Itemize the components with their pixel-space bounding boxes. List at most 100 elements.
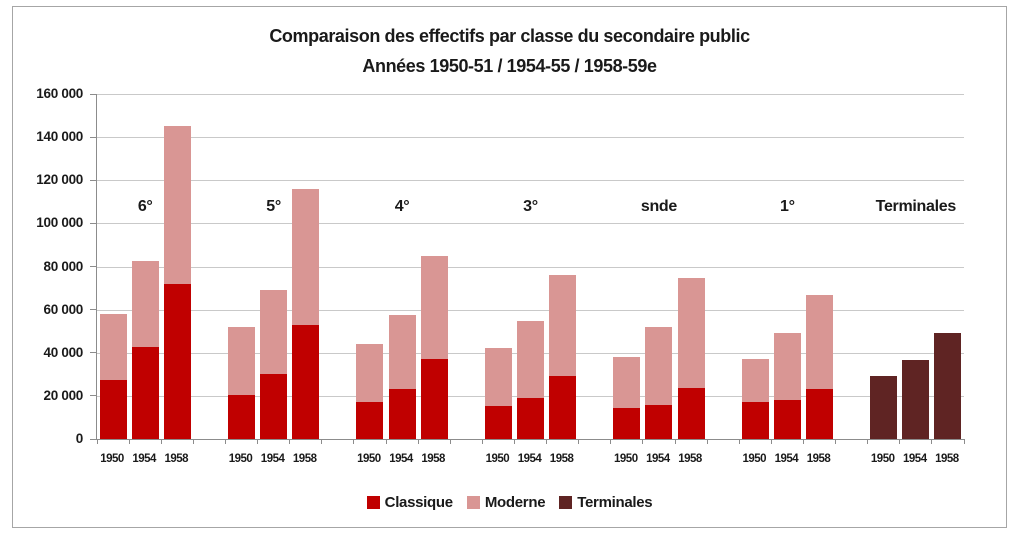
x-axis-tick-mark [96,439,98,444]
x-axis-tick-mark [481,439,483,444]
bar-segment-classique [645,404,673,439]
bar-segment-moderne [420,255,448,360]
legend-item-Classique: Classique [366,494,453,511]
x-axis-tick-mark [321,439,323,444]
bar-segment-moderne [388,315,416,390]
bar-4°-1958 [420,255,448,439]
x-tick-label: 1958 [164,453,189,465]
bar-segment-classique [131,347,159,439]
y-axis-tick-label: 0 [75,431,84,446]
y-axis-tick-mark [90,266,96,267]
x-tick-label: 1950 [100,453,124,465]
x-axis-tick-mark [674,439,676,444]
x-axis-tick-mark [257,439,259,444]
legend-label: Classique [384,494,453,511]
bar-segment-classique [549,376,577,439]
gridline [97,180,964,182]
bar-segment-terminales [902,360,930,439]
group-label-Terminales: Terminales [875,198,957,215]
gridline [97,94,964,95]
bar-4°-1950 [356,344,384,439]
y-axis-tick-label: 100 000 [36,215,83,231]
y-axis-tick-mark [90,136,96,138]
bar-1°-1950 [741,359,769,439]
legend-swatch [559,496,573,509]
bar-segment-terminales [934,333,962,439]
x-axis-tick-mark [417,439,419,444]
bar-segment-classique [613,407,641,439]
y-axis-tick-mark [90,309,96,311]
x-axis-tick-mark [738,439,740,444]
bar-segment-moderne [645,326,673,405]
bar-1°-1954 [773,333,801,439]
bar-segment-moderne [613,357,641,408]
bar-segment-moderne [163,126,191,284]
bar-segment-classique [163,283,191,439]
bar-3°-1954 [516,321,545,439]
x-axis-tick-mark [289,439,291,444]
bar-segment-moderne [292,188,320,325]
x-axis-tick-mark [899,439,901,444]
bar-segment-classique [677,388,705,439]
chart-subtitle: Années 1950-51 / 1954-55 / 1958-59e [362,56,657,76]
bar-segment-moderne [549,275,577,377]
x-axis-tick-mark [128,439,130,444]
x-tick-label: 1954 [260,453,285,465]
bar-3°-1958 [549,275,577,439]
y-axis-tick-mark [90,395,96,397]
x-axis-tick-mark [578,439,580,444]
bar-segment-classique [260,374,288,439]
x-axis-tick-mark [224,439,226,444]
bar-segment-moderne [484,348,512,406]
bar-segment-classique [805,389,834,439]
y-axis-tick-label: 120 000 [36,172,83,188]
gridline [97,266,964,268]
y-axis-tick-mark [90,93,96,95]
bar-4°-1954 [388,315,416,439]
group-label-4°: 4° [394,198,410,215]
bar-1°-1958 [805,294,834,439]
x-axis-tick-mark [963,439,965,444]
x-tick-label: 1954 [389,453,413,465]
bar-segment-classique [292,324,320,439]
bar-segment-moderne [356,344,384,403]
bar-segment-classique [99,379,127,439]
legend-label: Terminales [577,494,653,511]
x-tick-label: 1958 [935,453,959,465]
y-axis-tick-mark [90,179,96,181]
bar-segment-classique [741,402,769,439]
group-label-snde: snde [640,198,677,215]
group-label-6°: 6° [137,198,153,215]
bar-segment-moderne [677,278,705,389]
bar-segment-moderne [741,359,769,403]
y-axis-tick-label: 60 000 [43,301,84,317]
x-axis-tick-mark [706,439,708,444]
gridline [97,137,964,139]
x-tick-label: 1958 [421,453,445,465]
x-axis-tick-mark [835,439,837,444]
bar-segment-moderne [99,313,127,380]
bar-Terminales-1954 [902,360,930,439]
x-axis-tick-mark [770,439,772,444]
bar-6°-1958 [163,126,191,439]
bar-segment-moderne [131,261,159,348]
bar-3°-1950 [484,348,512,439]
bar-snde-1958 [677,278,705,439]
bar-snde-1954 [645,326,673,439]
group-label-3°: 3° [523,198,538,215]
group-label-1°: 1° [780,198,795,215]
group-label-5°: 5° [266,198,281,215]
x-axis-tick-mark [385,439,387,444]
x-axis-tick-mark [867,439,869,444]
bar-5°-1950 [227,326,256,439]
plot-area: 6° 5° 4° 3° snde 1° Terminales [90,93,965,444]
x-tick-label: 1958 [549,453,574,465]
bar-segment-classique [484,405,512,439]
legend-label: Moderne [484,494,546,511]
x-axis-tick-mark [610,439,612,444]
bar-6°-1950 [99,313,127,439]
bar-segment-moderne [516,321,545,399]
x-tick-label: 1958 [678,453,702,465]
x-tick-label: 1954 [774,453,799,465]
bar-segment-moderne [773,333,801,401]
